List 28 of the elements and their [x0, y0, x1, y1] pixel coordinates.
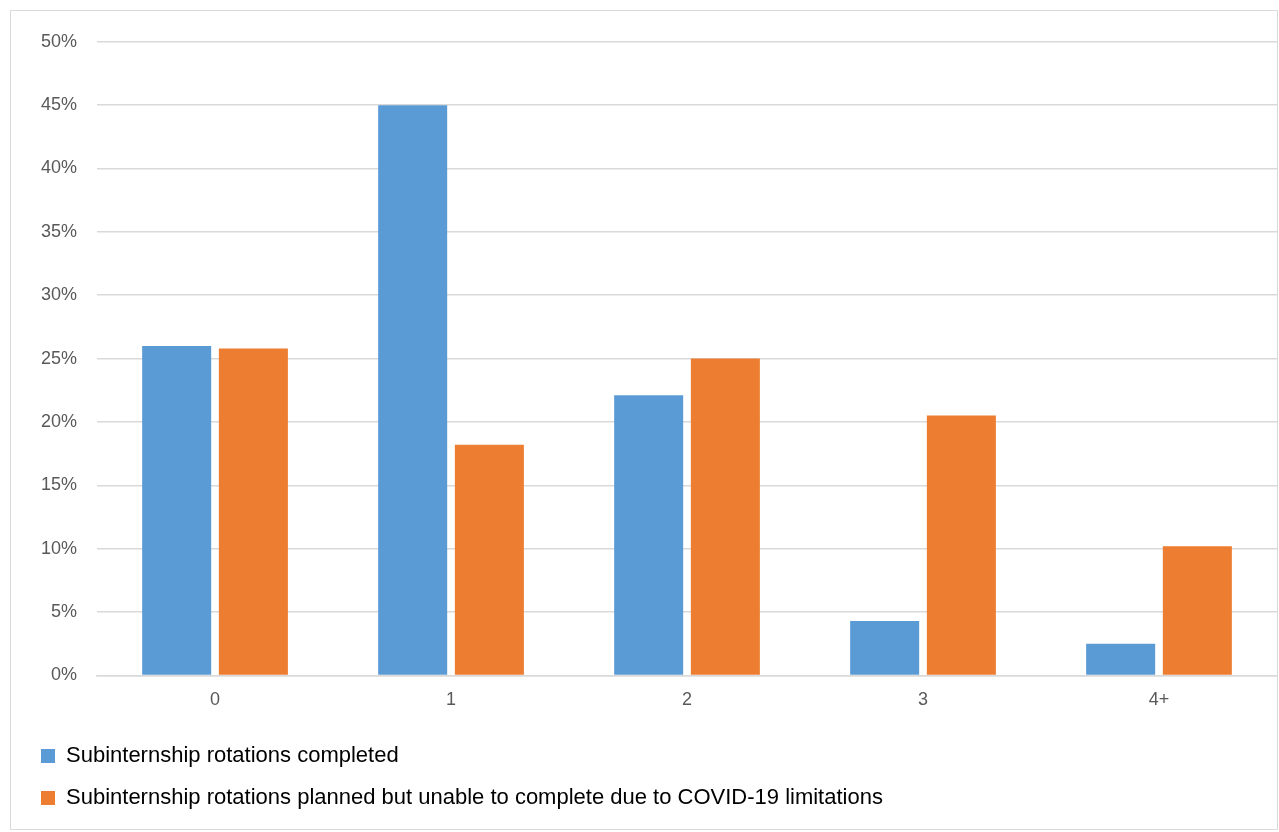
x-tick-label: 0 — [210, 689, 221, 710]
y-tick-label: 40% — [41, 157, 78, 178]
y-tick-label: 35% — [41, 220, 78, 241]
bar — [142, 345, 212, 675]
y-tick-label: 30% — [41, 284, 78, 305]
bar — [1162, 546, 1232, 675]
bar — [850, 620, 920, 675]
legend-label: Subinternship rotations planned but unable to complete due to COVID-19 limitations — [66, 784, 883, 810]
y-tick-label: 5% — [51, 601, 78, 622]
y-tick-label: 15% — [41, 474, 78, 495]
bar — [926, 415, 996, 675]
x-tick-label: 3 — [918, 689, 929, 710]
bar — [614, 395, 684, 675]
bar — [1086, 643, 1156, 675]
y-tick-label: 10% — [41, 537, 78, 558]
legend-label: Subinternship rotations completed — [66, 742, 399, 768]
y-tick-label: 0% — [51, 664, 78, 685]
bar — [690, 358, 760, 675]
y-tick-label: 45% — [41, 94, 78, 115]
bar — [378, 105, 448, 675]
bar — [218, 348, 288, 675]
x-tick-label: 1 — [446, 689, 457, 710]
y-tick-label: 20% — [41, 410, 78, 431]
y-tick-label: 50% — [41, 30, 78, 51]
y-tick-label: 25% — [41, 347, 78, 368]
x-tick-label: 2 — [682, 689, 693, 710]
bar — [454, 444, 524, 675]
x-tick-label: 4+ — [1148, 689, 1170, 710]
